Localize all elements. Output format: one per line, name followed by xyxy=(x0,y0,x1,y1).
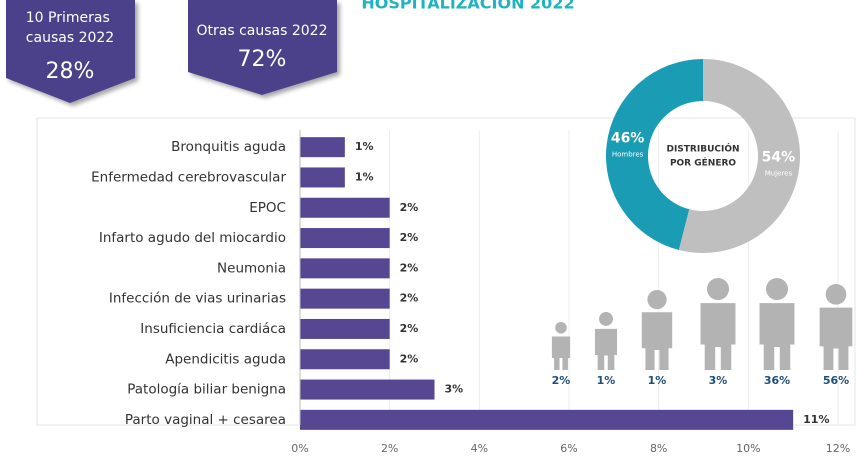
center-label: DISTRIBUCIÓN xyxy=(666,143,739,155)
bar xyxy=(300,167,345,188)
slice-value: 46% xyxy=(611,130,645,146)
person-icon xyxy=(819,284,853,370)
person-icon xyxy=(594,312,618,370)
icon-body xyxy=(819,307,853,370)
data-label: 2% xyxy=(400,201,419,214)
person-icon xyxy=(551,322,571,370)
icon-label: 2% xyxy=(552,374,571,387)
category-label: Insuficiencia cardiáca xyxy=(140,321,286,337)
banner xyxy=(6,0,135,103)
icon-body xyxy=(551,336,571,370)
center-label: POR GÉNERO xyxy=(670,157,736,169)
bar xyxy=(300,379,435,400)
banner-label: Otras causas 2022 xyxy=(197,23,328,39)
icon-head xyxy=(765,278,789,301)
banner-label-line: causas 2022 xyxy=(26,30,114,46)
person-icon xyxy=(759,278,795,370)
icon-head xyxy=(555,322,567,334)
icon-head xyxy=(825,284,847,305)
banner-label: 10 Primeras causas 2022 xyxy=(26,10,114,46)
icon-label: 3% xyxy=(709,374,728,387)
x-tick-label: 4% xyxy=(471,442,488,455)
bar xyxy=(300,197,390,218)
icon-head xyxy=(599,312,613,326)
bar xyxy=(300,228,390,249)
data-label: 3% xyxy=(445,383,464,396)
icon-label: 56% xyxy=(823,374,849,387)
x-tick-label: 10% xyxy=(736,442,760,455)
category-label: Neumonia xyxy=(217,260,286,276)
pie-slice xyxy=(606,59,703,250)
banner-value: 72% xyxy=(238,47,287,72)
category-label: Infección de vias urinarias xyxy=(109,291,286,307)
bar xyxy=(300,258,390,279)
x-tick-label: 2% xyxy=(381,442,398,455)
bar xyxy=(300,137,345,158)
data-label: 1% xyxy=(355,170,374,183)
data-label: 2% xyxy=(400,231,419,244)
category-label: Infarto agudo del miocardio xyxy=(99,230,286,246)
banner-label-line: 10 Primeras xyxy=(26,10,110,26)
category-label: Patología biliar benigna xyxy=(127,382,286,398)
icon-body xyxy=(759,303,795,370)
data-label: 1% xyxy=(355,140,374,153)
category-label: EPOC xyxy=(249,200,286,216)
x-tick-label: 12% xyxy=(826,442,850,455)
bar xyxy=(300,409,794,430)
data-label: 2% xyxy=(400,261,419,274)
data-label: 2% xyxy=(400,292,419,305)
bar xyxy=(300,288,390,309)
data-label: 11% xyxy=(803,413,829,426)
icon-label: 1% xyxy=(597,374,616,387)
slice-value: 54% xyxy=(762,150,796,166)
bar xyxy=(300,349,390,370)
category-label: Bronquitis aguda xyxy=(171,139,286,155)
bar xyxy=(300,318,390,339)
icon-label: 1% xyxy=(648,374,667,387)
icon-body xyxy=(594,328,618,370)
banner xyxy=(188,0,337,95)
category-label: Parto vaginal + cesarea xyxy=(125,412,286,428)
slice-label: Mujeres xyxy=(765,170,793,178)
person-icon xyxy=(700,278,736,370)
icon-label: 36% xyxy=(764,374,790,387)
icon-body xyxy=(641,312,673,370)
category-label: Apendicitis aguda xyxy=(165,351,286,367)
x-tick-label: 8% xyxy=(650,442,667,455)
slice-label: Hombres xyxy=(612,150,644,158)
category-label: Enfermedad cerebrovascular xyxy=(91,169,286,185)
x-tick-label: 6% xyxy=(560,442,577,455)
person-icon xyxy=(641,290,673,370)
data-label: 2% xyxy=(400,352,419,365)
icon-head xyxy=(647,290,667,310)
x-tick-label: 0% xyxy=(291,442,308,455)
icon-head xyxy=(706,278,730,301)
page-title: HOSPITALIZACIÓN 2022 xyxy=(361,0,574,13)
pie-slice xyxy=(678,59,800,253)
data-label: 2% xyxy=(400,322,419,335)
icon-body xyxy=(700,303,736,370)
banner-value: 28% xyxy=(46,59,95,84)
